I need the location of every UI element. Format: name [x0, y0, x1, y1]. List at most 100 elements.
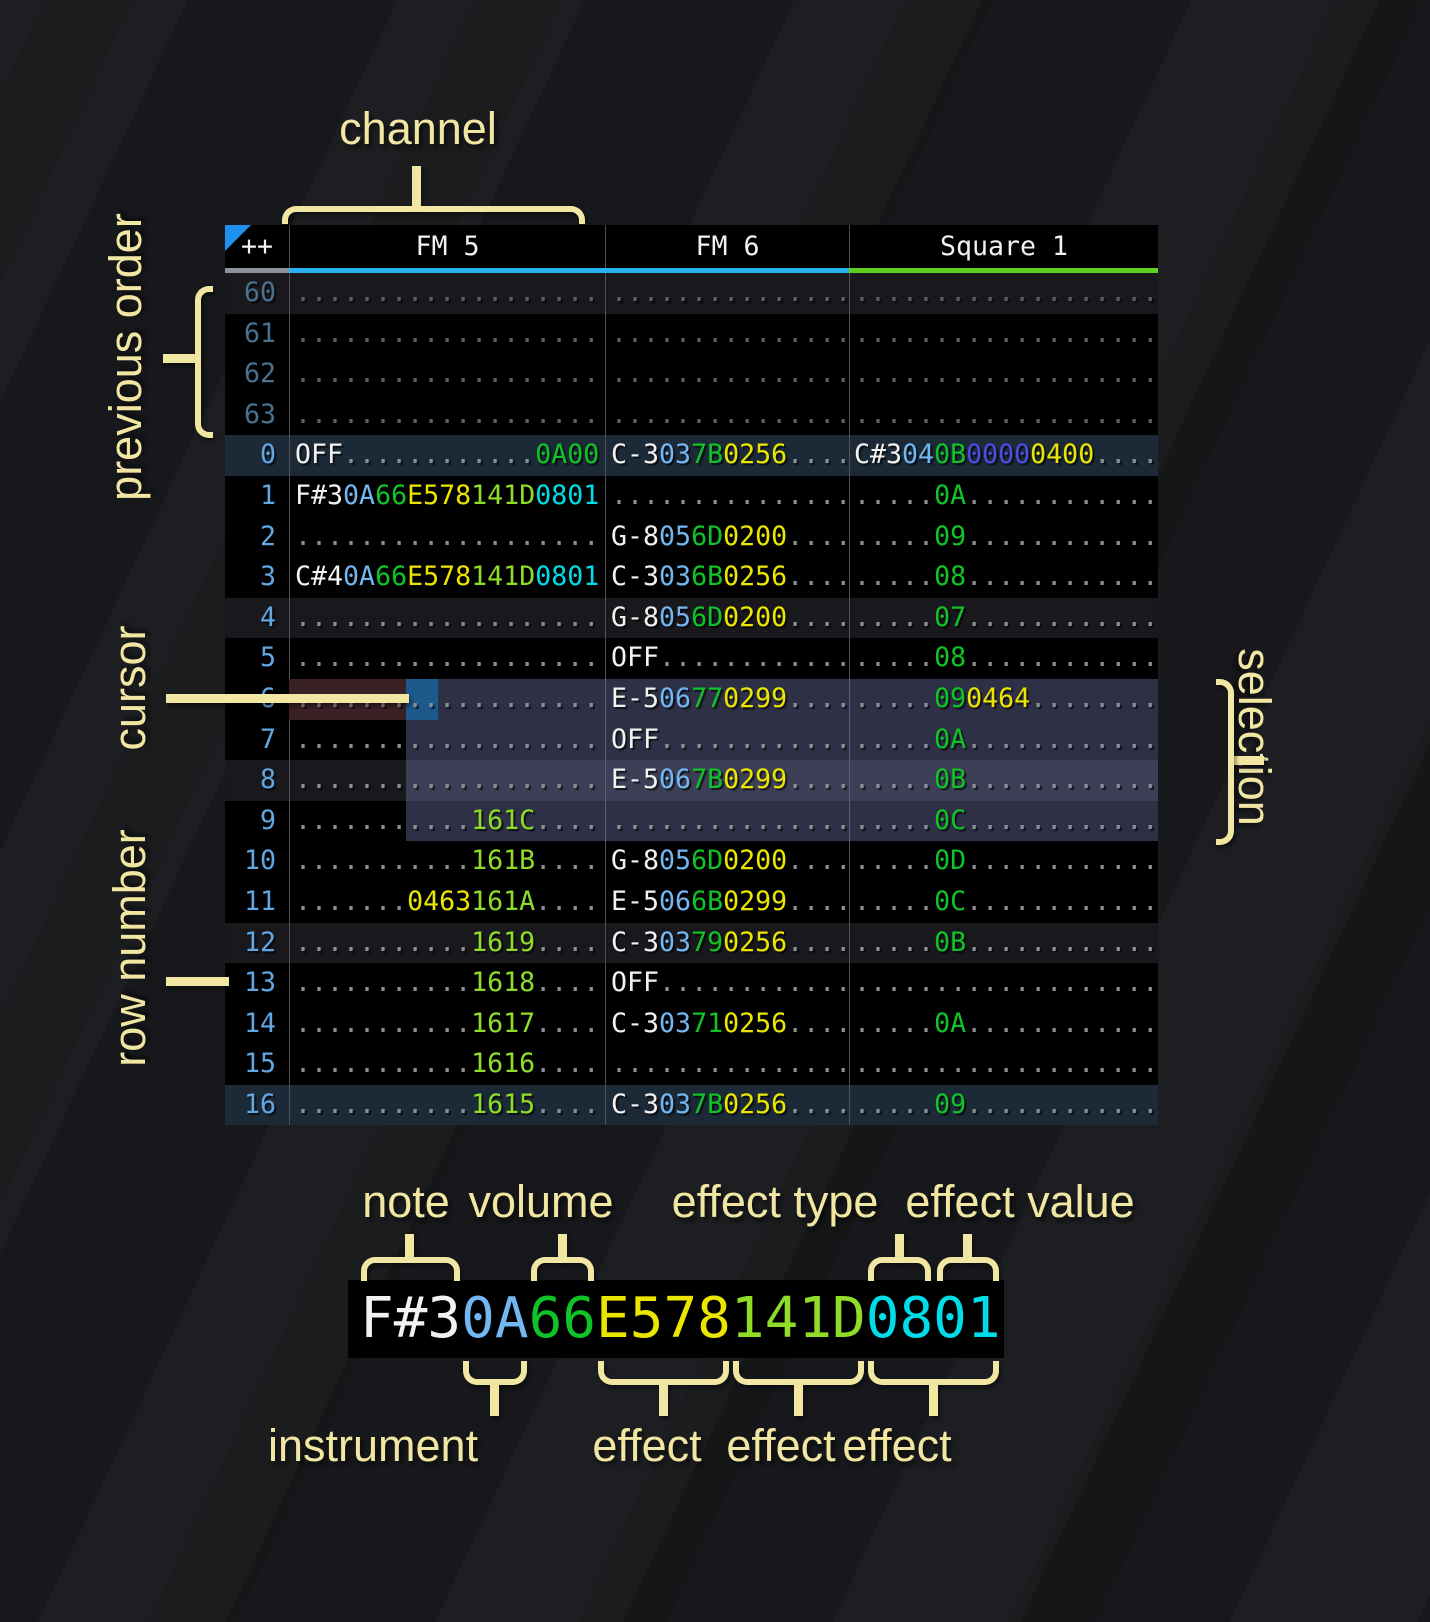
cell-segment: .... [787, 926, 849, 958]
pattern-cell[interactable]: E-506770299.... [605, 678, 849, 720]
pattern-cell[interactable]: C-303710256.... [605, 1003, 849, 1045]
pattern-cell[interactable]: .....08............ [849, 638, 1158, 679]
pattern-cell[interactable]: ................... [289, 719, 605, 761]
pattern-row[interactable]: 10 ...........161B.... G-8056D0200........… [225, 841, 1158, 882]
pattern-cell[interactable]: .......0463161A.... [289, 881, 605, 923]
pattern-cell[interactable]: .....09............ [849, 1084, 1158, 1126]
cell-segment: 03 [659, 1007, 692, 1039]
pattern-cell[interactable]: C#40A66E578141D0801 [289, 557, 605, 598]
pattern-cell[interactable]: .....0D............ [849, 841, 1158, 882]
pattern-row[interactable]: 2................... G-8056D0200.........… [225, 516, 1158, 558]
pattern-cell[interactable]: .....09............ [849, 516, 1158, 558]
pattern-cell[interactable]: ................... [289, 516, 605, 558]
pattern-row[interactable]: 5................... OFF.................… [225, 638, 1158, 679]
pattern-cell[interactable]: ................... [289, 394, 605, 436]
pattern-cell[interactable]: .....0A............ [849, 719, 1158, 761]
pattern-cell[interactable]: ...........1617.... [289, 1003, 605, 1045]
pattern-row[interactable]: 1 F#30A66E578141D0801....................… [225, 475, 1158, 517]
pattern-cell[interactable]: ................... [849, 1044, 1158, 1085]
cell-segment: ..... [854, 845, 935, 877]
cell-segment: ............... [611, 317, 849, 349]
pattern-cell[interactable]: G-8056D0200.... [605, 597, 849, 639]
pattern-cell[interactable]: F#30A66E578141D0801 [289, 475, 605, 517]
pattern-cell[interactable]: ................... [289, 760, 605, 801]
pattern-cell[interactable]: ................... [849, 963, 1158, 1004]
pattern-row[interactable]: 13 ...........1618.... OFF................… [225, 963, 1158, 1004]
pattern-cell[interactable]: .....07............ [849, 597, 1158, 639]
pattern-cell[interactable]: ................... [289, 638, 605, 679]
pattern-cell[interactable]: ................... [849, 273, 1158, 314]
pattern-cell[interactable]: .....0B............ [849, 922, 1158, 964]
pattern-row[interactable]: 9 ...........161C........................… [225, 800, 1158, 842]
cell-segment: ................... [295, 398, 600, 430]
pattern-row[interactable]: 63......................................… [225, 394, 1158, 436]
pattern-row[interactable]: 61......................................… [225, 313, 1158, 355]
pattern-cell[interactable]: ................... [289, 273, 605, 314]
pattern-row[interactable]: 7................... OFF.................… [225, 719, 1158, 761]
channel-header[interactable]: FM 5 [289, 225, 605, 268]
pattern-cell[interactable]: ............... [605, 354, 849, 395]
pattern-cell[interactable]: .....08............ [849, 557, 1158, 598]
cell-segment: 0299 [723, 682, 788, 714]
pattern-cell[interactable]: C-3037B0256.... [605, 435, 849, 476]
pattern-cell[interactable]: ...........1619.... [289, 922, 605, 964]
pattern-cell[interactable]: G-8056D0200.... [605, 516, 849, 558]
pattern-cell[interactable]: ................... [289, 354, 605, 395]
pattern-cell[interactable]: ................... [289, 313, 605, 355]
pattern-cell[interactable]: E-5066B0299.... [605, 881, 849, 923]
pattern-cell[interactable]: .....090464........ [849, 678, 1158, 720]
cell-segment: 0C [934, 804, 967, 836]
pattern-cell[interactable]: OFF............ [605, 638, 849, 679]
cell-segment: 0200 [723, 520, 788, 552]
pattern-cell[interactable]: ................... [289, 597, 605, 639]
pattern-cell[interactable]: ...........1616.... [289, 1044, 605, 1085]
pattern-cell[interactable]: C-3036B0256.... [605, 557, 849, 598]
pattern-cell[interactable]: OFF............ [605, 963, 849, 1004]
cell-segment: 0B [934, 926, 967, 958]
cell-segment: ................... [854, 967, 1158, 999]
pattern-cell[interactable]: .....0A............ [849, 1003, 1158, 1045]
pattern-row[interactable]: 16 ...........1615.... C-3037B0256........… [225, 1084, 1158, 1126]
pattern-cell[interactable]: .....0A............ [849, 475, 1158, 517]
pattern-cell[interactable]: ............... [605, 1044, 849, 1085]
pattern-row[interactable]: 3 C#40A66E578141D0801 C-3036B0256.........… [225, 557, 1158, 598]
channel-header[interactable]: FM 6 [605, 225, 849, 268]
pattern-cell[interactable]: ............... [605, 475, 849, 517]
pattern-cell[interactable]: ............... [605, 313, 849, 355]
pattern-cell[interactable]: C-303790256.... [605, 922, 849, 964]
pattern-row[interactable]: 0 OFF............0A00 C-3037B0256.... C#304… [225, 435, 1158, 476]
pattern-cell[interactable]: E-5067B0299.... [605, 760, 849, 801]
pattern-row[interactable]: 8................... E-5067B0299.........… [225, 760, 1158, 801]
cell-segment: ..... [854, 682, 935, 714]
pattern-cell[interactable]: C-3037B0256.... [605, 1084, 849, 1126]
pattern-cell[interactable]: OFF............0A00 [289, 435, 605, 476]
pattern-cell[interactable]: .....0C............ [849, 881, 1158, 923]
cell-segment: 7B [691, 764, 724, 796]
pattern-cell[interactable]: OFF............ [605, 719, 849, 761]
pattern-cell[interactable]: .....0C............ [849, 800, 1158, 842]
pattern-cell[interactable]: ...........161B.... [289, 841, 605, 882]
pattern-corner-button[interactable]: ++ [225, 225, 289, 268]
pattern-row[interactable]: 6...................E-506770299.........… [225, 678, 1158, 720]
pattern-cell[interactable]: ............... [605, 394, 849, 436]
pattern-cell[interactable]: ...........1618.... [289, 963, 605, 1004]
pattern-row[interactable]: 15 ...........1616.......................… [225, 1044, 1158, 1085]
pattern-row[interactable]: 14 ...........1617.... C-303710256........… [225, 1003, 1158, 1045]
pattern-row[interactable]: 12 ...........1619.... C-303790256........… [225, 922, 1158, 964]
pattern-cell[interactable]: G-8056D0200.... [605, 841, 849, 882]
pattern-cell[interactable]: C#3040B00000400.... [849, 435, 1158, 476]
pattern-cell[interactable]: .....0B............ [849, 760, 1158, 801]
pattern-row[interactable]: 62......................................… [225, 354, 1158, 395]
pattern-row[interactable]: 60......................................… [225, 273, 1158, 314]
pattern-row[interactable]: 11 .......0463161A.... E-5066B0299........… [225, 881, 1158, 923]
channel-header[interactable]: Square 1 [849, 225, 1158, 268]
pattern-row[interactable]: 4................... G-8056D0200.........… [225, 597, 1158, 639]
pattern-cell[interactable]: ................... [849, 313, 1158, 355]
pattern-cell[interactable]: ............... [605, 273, 849, 314]
pattern-cell[interactable]: ...........161C.... [289, 800, 605, 842]
pattern-cell[interactable]: ................... [849, 394, 1158, 436]
pattern-cell[interactable]: ...........1615.... [289, 1084, 605, 1126]
pattern-cell[interactable]: ................... [849, 354, 1158, 395]
pattern-cell[interactable]: ............... [605, 800, 849, 842]
cell-segment: ............... [611, 277, 849, 308]
